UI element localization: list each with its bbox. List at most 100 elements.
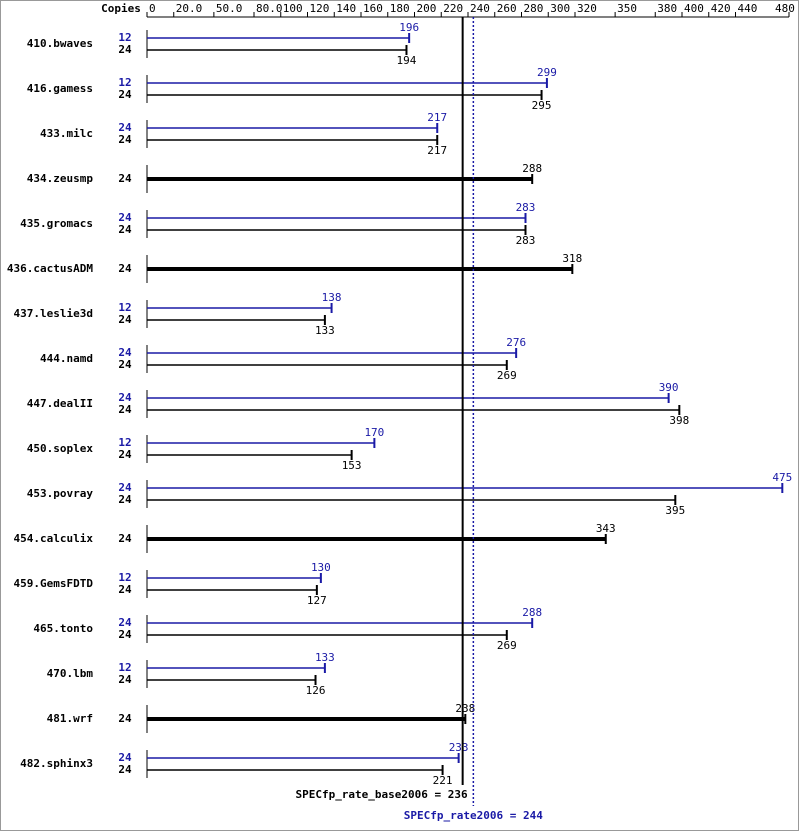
x-tick-label: 20.0	[176, 2, 203, 15]
benchmark-label: 481.wrf	[47, 712, 93, 725]
x-tick-label: 50.0	[216, 2, 243, 15]
value-label: 283	[516, 201, 536, 214]
x-tick-label: 120	[310, 2, 330, 15]
copies-label: 24	[118, 481, 132, 494]
copies-label: 24	[118, 403, 132, 416]
value-label: 390	[659, 381, 679, 394]
x-tick-label: 320	[577, 2, 597, 15]
x-tick-label: 260	[497, 2, 517, 15]
value-label: 133	[315, 324, 335, 337]
x-tick-label: 80.0	[256, 2, 283, 15]
copies-label: 24	[118, 391, 132, 404]
x-tick-label: 200	[417, 2, 437, 15]
value-label: 196	[399, 21, 419, 34]
benchmark-label: 434.zeusmp	[27, 172, 94, 185]
copies-label: 24	[118, 262, 132, 275]
benchmark-label: 453.povray	[27, 487, 94, 500]
value-label: 475	[772, 471, 792, 484]
value-label: 217	[427, 111, 447, 124]
benchmark-label: 470.lbm	[47, 667, 94, 680]
value-label: 398	[669, 414, 689, 427]
value-label: 127	[307, 594, 327, 607]
benchmark-label: 437.leslie3d	[14, 307, 93, 320]
benchmark-label: 465.tonto	[33, 622, 93, 635]
value-label: 170	[364, 426, 384, 439]
x-tick-label: 280	[524, 2, 544, 15]
value-label: 233	[449, 741, 469, 754]
benchmark-label: 433.milc	[40, 127, 93, 140]
copies-label: 24	[118, 43, 132, 56]
copies-label: 24	[118, 583, 132, 596]
value-label: 130	[311, 561, 331, 574]
value-label: 295	[532, 99, 552, 112]
x-tick-label: 160	[363, 2, 383, 15]
copies-label: 24	[118, 88, 132, 101]
x-tick-label: 480	[775, 2, 795, 15]
copies-label: 24	[118, 223, 132, 236]
x-tick-label: 100	[283, 2, 303, 15]
x-tick-label: 400	[684, 2, 704, 15]
copies-label: 24	[118, 532, 132, 545]
copies-label: 24	[118, 673, 132, 686]
copies-label: 12	[118, 571, 131, 584]
value-label: 138	[322, 291, 342, 304]
value-label: 269	[497, 639, 517, 652]
x-tick-label: 350	[617, 2, 637, 15]
x-tick-label: 300	[550, 2, 570, 15]
value-label: 318	[562, 252, 582, 265]
benchmark-label: 410.bwaves	[27, 37, 93, 50]
benchmark-label: 436.cactusADM	[7, 262, 93, 275]
value-label: 126	[306, 684, 326, 697]
copies-label: 24	[118, 358, 132, 371]
copies-label: 12	[118, 661, 131, 674]
copies-label: 12	[118, 76, 131, 89]
benchmark-label: 454.calculix	[14, 532, 94, 545]
copies-label: 24	[118, 751, 132, 764]
value-label: 343	[596, 522, 616, 535]
copies-label: 24	[118, 121, 132, 134]
value-label: 283	[516, 234, 536, 247]
value-label: 288	[522, 606, 542, 619]
benchmark-label: 444.namd	[40, 352, 93, 365]
benchmark-label: 435.gromacs	[20, 217, 93, 230]
x-tick-label: 240	[470, 2, 490, 15]
reference-label: SPECfp_rate_base2006 = 236	[295, 788, 468, 801]
copies-label: 24	[118, 172, 132, 185]
copies-label: 24	[118, 133, 132, 146]
x-tick-label: 140	[336, 2, 356, 15]
benchmark-label: 482.sphinx3	[20, 757, 93, 770]
value-label: 217	[427, 144, 447, 157]
copies-label: 12	[118, 301, 131, 314]
x-tick-label: 180	[390, 2, 410, 15]
copies-label: 24	[118, 616, 132, 629]
benchmark-label: 459.GemsFDTD	[14, 577, 94, 590]
x-tick-label: 220	[443, 2, 463, 15]
copies-label: 24	[118, 346, 132, 359]
copies-label: 24	[118, 448, 132, 461]
reference-label: SPECfp_rate2006 = 244	[404, 809, 543, 822]
value-label: 133	[315, 651, 335, 664]
value-label: 194	[397, 54, 417, 67]
copies-header: Copies	[101, 2, 141, 15]
value-label: 238	[455, 702, 475, 715]
value-label: 288	[522, 162, 542, 175]
x-tick-label: 0	[149, 2, 156, 15]
copies-label: 12	[118, 436, 131, 449]
value-label: 153	[342, 459, 362, 472]
copies-label: 24	[118, 211, 132, 224]
x-tick-label: 440	[738, 2, 758, 15]
benchmark-label: 450.soplex	[27, 442, 94, 455]
value-label: 269	[497, 369, 517, 382]
copies-label: 12	[118, 31, 131, 44]
copies-label: 24	[118, 313, 132, 326]
value-label: 299	[537, 66, 557, 79]
value-label: 395	[665, 504, 685, 517]
copies-label: 24	[118, 493, 132, 506]
copies-label: 24	[118, 712, 132, 725]
benchmark-label: 416.gamess	[27, 82, 93, 95]
value-label: 221	[433, 774, 453, 787]
x-tick-label: 420	[711, 2, 731, 15]
value-label: 276	[506, 336, 526, 349]
